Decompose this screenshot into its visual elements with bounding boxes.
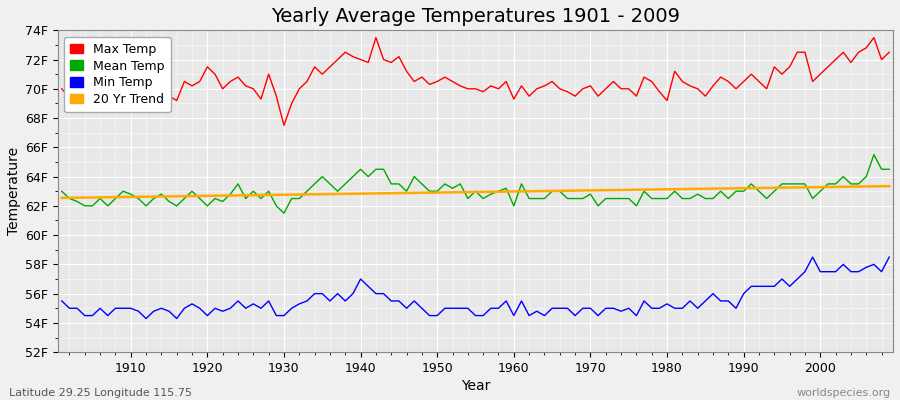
Title: Yearly Average Temperatures 1901 - 2009: Yearly Average Temperatures 1901 - 2009 (271, 7, 680, 26)
Y-axis label: Temperature: Temperature (7, 147, 21, 235)
Text: Latitude 29.25 Longitude 115.75: Latitude 29.25 Longitude 115.75 (9, 388, 192, 398)
X-axis label: Year: Year (461, 379, 491, 393)
Legend: Max Temp, Mean Temp, Min Temp, 20 Yr Trend: Max Temp, Mean Temp, Min Temp, 20 Yr Tre… (64, 36, 171, 112)
Text: worldspecies.org: worldspecies.org (796, 388, 891, 398)
